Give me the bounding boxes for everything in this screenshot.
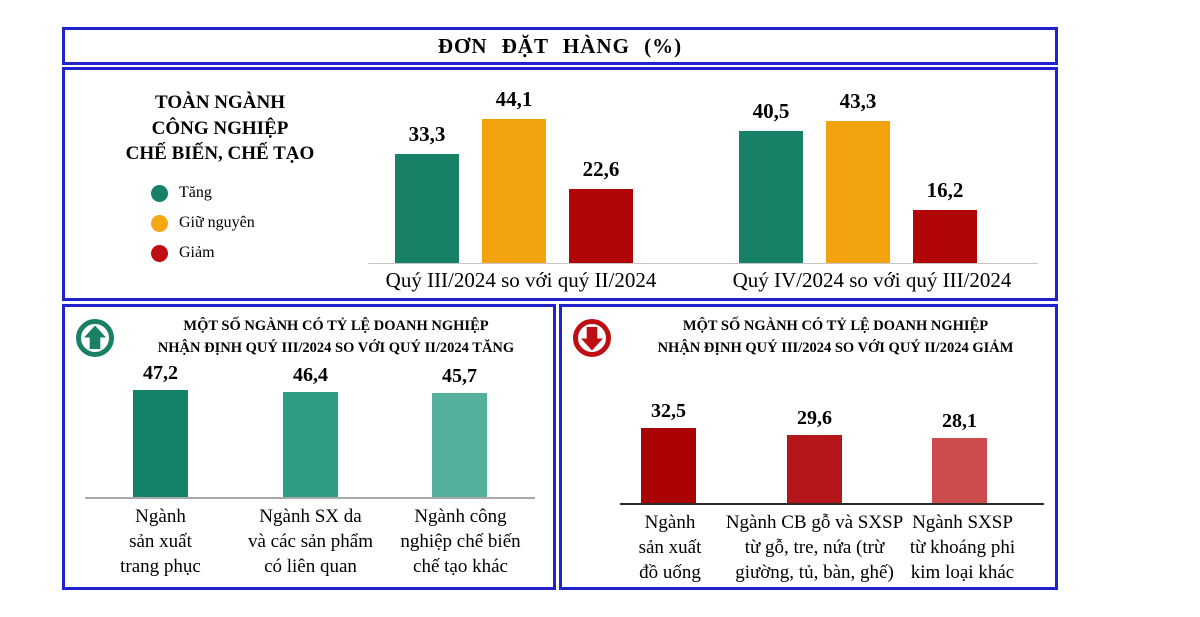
data-label: 43,3 — [839, 89, 877, 113]
category-label: Ngành công nghiệp chế biến chế tạo khác — [375, 504, 546, 579]
heading-line: CHẾ BIẾN, CHẾ TẠO — [125, 143, 315, 165]
bar-giu-nguyen: 44,1 — [482, 87, 546, 263]
label-line: giường, tủ, bàn, ghế) — [735, 562, 894, 584]
heading-line: CÔNG NGHIỆP — [151, 117, 289, 139]
bar-rect — [283, 392, 338, 497]
bar-cb-go: 29,6 — [787, 407, 842, 503]
legend-label: Tăng — [179, 184, 212, 201]
bar-group-q3-vs-q2: 33,3 44,1 22,6 — [395, 87, 633, 263]
axis-baseline — [85, 497, 535, 499]
panel-whole-industry: TOÀN NGÀNH CÔNG NGHIỆP CHẾ BIẾN, CHẾ TẠO… — [62, 67, 1058, 301]
legend-label: Giảm — [179, 244, 215, 261]
bar-giu-nguyen: 43,3 — [826, 89, 890, 263]
data-label: 44,1 — [495, 87, 533, 111]
data-label: 46,4 — [293, 364, 328, 386]
data-label: 16,2 — [926, 178, 964, 202]
bar-do-uong: 32,5 — [641, 400, 696, 503]
category-label: Ngành SX da và các sản phẩm có liên quan — [225, 504, 396, 579]
label-line: Ngành SXSP — [912, 512, 1013, 533]
panel-heading-increase: MỘT SỐ NGÀNH CÓ TỶ LỆ DOANH NGHIỆP NHẬN … — [125, 316, 547, 360]
bar-rect-tang — [739, 131, 803, 263]
page-title: ĐƠN ĐẶT HÀNG (%) — [437, 33, 683, 58]
panel-sectors-increase: MỘT SỐ NGÀNH CÓ TỶ LỆ DOANH NGHIỆP NHẬN … — [62, 304, 556, 590]
data-label: 45,7 — [442, 365, 477, 387]
bar-rect — [932, 438, 987, 503]
bar-rect — [432, 393, 487, 497]
label-line: và các sản phẩm — [247, 531, 374, 553]
label-line: từ gỗ, tre, nứa (trừ — [744, 537, 885, 559]
category-label: Ngành sản xuất đồ uống — [610, 510, 730, 585]
legend-item-tang: Tăng — [151, 178, 255, 208]
label-line: trang phục — [120, 556, 201, 578]
data-label: 33,3 — [408, 122, 446, 146]
legend: Tăng Giữ nguyên Giảm — [151, 178, 255, 268]
label-line: Ngành công — [414, 506, 507, 527]
bar-tang: 33,3 — [395, 122, 459, 263]
data-label: 22,6 — [582, 157, 620, 181]
data-label: 40,5 — [752, 99, 790, 123]
bar-khoang-phi-kim: 28,1 — [932, 410, 987, 503]
bar-rect-tang — [395, 154, 459, 263]
label-line: Ngành SX da — [259, 506, 362, 527]
label-line: sản xuất — [129, 531, 192, 553]
panel-header-increase: MỘT SỐ NGÀNH CÓ TỶ LỆ DOANH NGHIỆP NHẬN … — [75, 316, 547, 360]
heading-line: NHẬN ĐỊNH QUÝ III/2024 SO VỚI QUÝ II/202… — [157, 339, 515, 356]
category-label: Ngành CB gỗ và SXSP từ gỗ, tre, nứa (trừ… — [712, 510, 917, 585]
label-line: sản xuất — [638, 537, 702, 559]
bar-sx-da: 46,4 — [283, 364, 338, 497]
legend-dot-tang — [151, 184, 168, 202]
bar-rect-giu-nguyen — [482, 119, 546, 263]
heading-line: MỘT SỐ NGÀNH CÓ TỶ LỆ DOANH NGHIỆP — [682, 318, 989, 334]
legend-dot-giam — [151, 244, 168, 262]
bar-giam: 16,2 — [913, 178, 977, 263]
panel-sectors-decrease: MỘT SỐ NGÀNH CÓ TỶ LỆ DOANH NGHIỆP NHẬN … — [559, 304, 1058, 590]
bar-rect — [641, 428, 696, 503]
axis-baseline — [368, 263, 1038, 264]
label-line: Ngành — [644, 512, 696, 533]
label-line: chế tạo khác — [413, 556, 508, 578]
bar-che-bien-khac: 45,7 — [432, 365, 487, 497]
bar-rect — [133, 390, 188, 497]
up-arrow-icon — [76, 318, 114, 357]
legend-item-giam: Giảm — [151, 238, 255, 268]
heading-line: NHẬN ĐỊNH QUÝ III/2024 SO VỚI QUÝ II/202… — [657, 339, 1014, 356]
panel-heading-whole-industry: TOÀN NGÀNH CÔNG NGHIỆP CHẾ BIẾN, CHẾ TẠO — [105, 90, 335, 167]
panel-heading-decrease: MỘT SỐ NGÀNH CÓ TỶ LỆ DOANH NGHIỆP NHẬN … — [622, 316, 1049, 360]
category-label-q3-vs-q2: Quý III/2024 so với quý II/2024 — [385, 268, 657, 292]
label-line: đồ uống — [639, 562, 701, 584]
down-arrow-icon — [573, 318, 611, 357]
label-line: có liên quan — [264, 556, 357, 578]
bar-rect-giam — [569, 189, 633, 263]
bar-rect — [787, 435, 842, 503]
legend-dot-giu-nguyen — [151, 214, 168, 232]
panel-header-decrease: MỘT SỐ NGÀNH CÓ TỶ LỆ DOANH NGHIỆP NHẬN … — [572, 316, 1049, 360]
bar-trang-phuc: 47,2 — [133, 362, 188, 497]
category-label-q4-vs-q3: Quý IV/2024 so với quý III/2024 — [732, 268, 1012, 292]
bar-tang: 40,5 — [739, 99, 803, 263]
heading-line: MỘT SỐ NGÀNH CÓ TỶ LỆ DOANH NGHIỆP — [183, 318, 489, 334]
legend-item-giu-nguyen: Giữ nguyên — [151, 208, 255, 238]
axis-baseline — [620, 503, 1044, 505]
data-label: 47,2 — [143, 362, 178, 384]
label-line: nghiệp chế biến — [400, 531, 521, 553]
category-label: Ngành sản xuất trang phục — [75, 504, 246, 579]
bar-group-q4-vs-q3: 40,5 43,3 16,2 — [739, 89, 977, 263]
bar-rect-giu-nguyen — [826, 121, 890, 263]
heading-line: TOÀN NGÀNH — [154, 92, 286, 113]
category-label: Ngành SXSP từ khoáng phi kim loại khác — [880, 510, 1045, 585]
label-line: Ngành CB gỗ và SXSP — [725, 512, 904, 533]
label-line: từ khoáng phi — [909, 537, 1016, 559]
chart-title-box: ĐƠN ĐẶT HÀNG (%) — [62, 27, 1058, 65]
legend-label: Giữ nguyên — [179, 214, 255, 231]
bar-giam: 22,6 — [569, 157, 633, 263]
data-label: 32,5 — [651, 400, 686, 422]
label-line: Ngành — [135, 506, 186, 527]
bar-rect-giam — [913, 210, 977, 263]
data-label: 28,1 — [942, 410, 977, 432]
data-label: 29,6 — [797, 407, 832, 429]
label-line: kim loại khác — [910, 562, 1015, 584]
